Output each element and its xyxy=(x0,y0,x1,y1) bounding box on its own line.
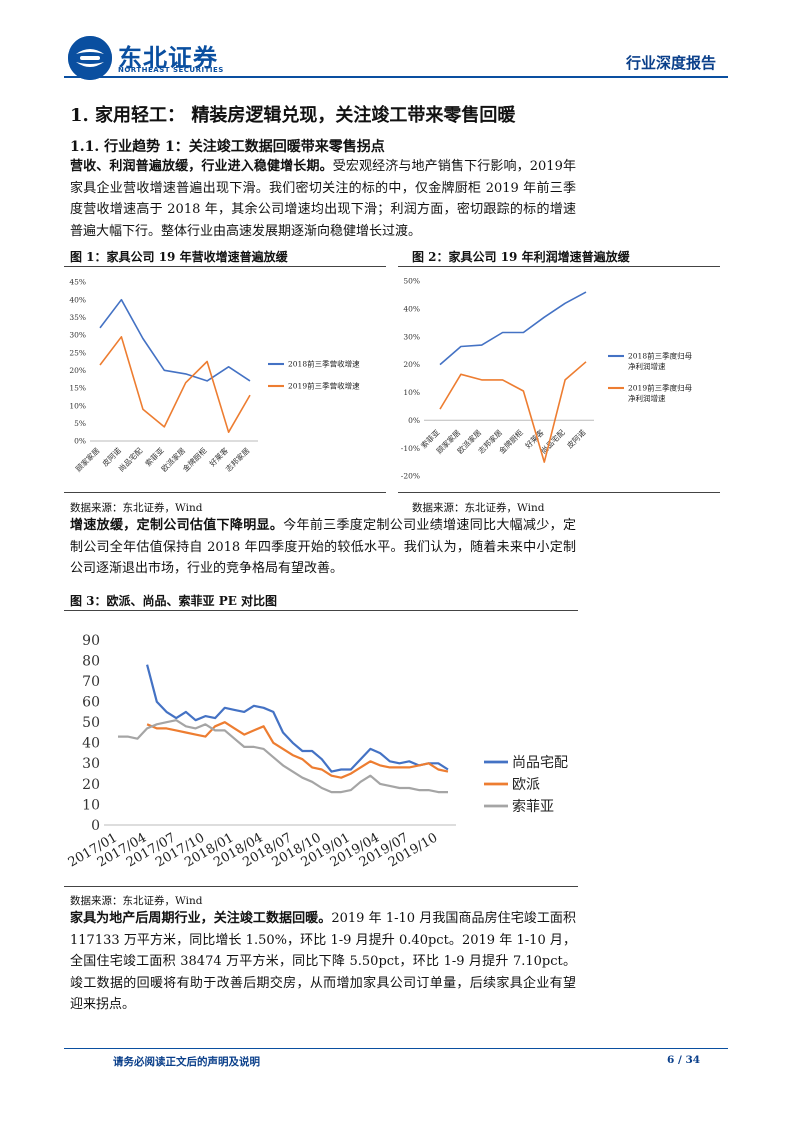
y-tick-label: 45% xyxy=(69,278,86,287)
legend-label: 索菲亚 xyxy=(512,798,554,815)
y-tick-label: 50% xyxy=(403,277,420,286)
figure1-bottom-rule xyxy=(64,492,386,493)
figure3-top-rule xyxy=(64,610,578,611)
subsection-title: 1.1. 行业趋势 1：关注竣工数据回暖带来零售拐点 xyxy=(70,139,385,155)
paragraph-completion: 家具为地产后周期行业，关注竣工数据回暖。2019 年 1-10 月我国商品房住宅… xyxy=(70,908,576,1016)
section-title: 1. 家用轻工： 精装房逻辑兑现，关注竣工带来零售回暖 xyxy=(70,105,516,126)
x-category-label: 皮阿诺 xyxy=(564,427,587,450)
y-tick-label: 30 xyxy=(82,756,100,772)
y-tick-label: 20% xyxy=(403,360,420,369)
x-category-label: 金牌厨柜 xyxy=(180,445,209,474)
series-line-2 xyxy=(99,336,251,433)
y-tick-label: 30% xyxy=(69,331,86,340)
x-category-label: 志邦家居 xyxy=(223,445,252,474)
series-line-1 xyxy=(439,291,587,366)
x-category-label: 顾家家居 xyxy=(73,445,102,474)
y-tick-label: 0% xyxy=(408,416,420,425)
legend-label: 欧派 xyxy=(512,777,540,793)
company-logo-icon xyxy=(68,36,112,80)
page-number: 6 / 34 xyxy=(667,1054,701,1066)
logo-chinese-name: 东北证券 xyxy=(118,44,218,72)
legend-label: 2019前三季度归母 xyxy=(628,383,693,393)
paragraph-body: 今年前三季度定制公司业绩增速同比大幅减少，定制公司全年估值保持自 2018 年四… xyxy=(70,518,576,576)
legend-label: 尚品宅配 xyxy=(512,755,568,771)
y-tick-label: 40% xyxy=(403,304,420,313)
figure2-bottom-rule xyxy=(398,492,720,493)
legend-label: 2018前三季度归母 xyxy=(628,351,693,361)
legend-label: 净利润增速 xyxy=(628,393,666,403)
header-divider xyxy=(64,76,728,78)
series-line-1 xyxy=(99,298,251,382)
series-line-2 xyxy=(439,361,587,463)
figure2-chart: -20% -10% 0% 10% 20% 30% 40% 50% 索菲亚 顾家家居 欧派家居 志邦家居… xyxy=(398,268,720,494)
y-tick-label: -20% xyxy=(401,472,420,481)
logo-english-name: NORTHEAST SECURITIES xyxy=(118,66,224,74)
figure1-source: 数据来源：东北证券，Wind xyxy=(70,502,203,514)
figure3-title: 图 3：欧派、尚品、索菲亚 PE 对比图 xyxy=(70,594,278,608)
y-tick-label: 35% xyxy=(69,313,86,322)
y-tick-label: 60 xyxy=(82,695,100,711)
figure1-top-rule xyxy=(64,266,386,267)
paragraph-body: 受宏观经济与地产销售下行影响，2019年家具企业营收增速普遍出现下滑。我们密切关… xyxy=(70,159,576,239)
series-line-1 xyxy=(146,664,449,773)
y-tick-label: 0 xyxy=(91,818,100,834)
figure3-bottom-rule xyxy=(64,886,578,887)
x-category-label: 尚品宅配 xyxy=(116,445,145,474)
y-tick-label: 10% xyxy=(69,401,86,410)
y-tick-label: 25% xyxy=(69,348,86,357)
figure1-chart: 0% 5% 10% 15% 20% 25% 30% 35% 40% 45% 顾家家居 皮阿诺 尚品宅配索… xyxy=(64,268,386,494)
y-tick-label: 70 xyxy=(82,674,100,690)
legend-label: 2019前三季营收增速 xyxy=(288,381,360,391)
y-tick-label: 40 xyxy=(82,736,100,752)
paragraph-lead: 增速放缓，定制公司估值下降明显。 xyxy=(70,518,284,533)
report-type-label: 行业深度报告 xyxy=(626,54,717,72)
figure3-source: 数据来源：东北证券，Wind xyxy=(70,895,203,907)
figure2-top-rule xyxy=(398,266,720,267)
figure1-title: 图 1：家具公司 19 年营收增速普遍放缓 xyxy=(70,250,288,264)
footer-divider xyxy=(64,1048,728,1049)
paragraph-lead: 家具为地产后周期行业，关注竣工数据回暖。 xyxy=(70,911,332,926)
y-tick-label: 90 xyxy=(82,633,100,649)
legend-label: 净利润增速 xyxy=(628,361,666,371)
legend-label: 2018前三季营收增速 xyxy=(288,359,360,369)
y-tick-label: 10% xyxy=(403,388,420,397)
paragraph-revenue-profit: 营收、利润普遍放缓，行业进入稳健增长期。受宏观经济与地产销售下行影响，2019年… xyxy=(70,156,576,242)
figure2-title: 图 2：家具公司 19 年利润增速普遍放缓 xyxy=(412,250,630,264)
series-line-2 xyxy=(146,721,449,779)
y-tick-label: 30% xyxy=(403,332,420,341)
y-tick-label: 80 xyxy=(82,653,100,669)
y-tick-label: 5% xyxy=(74,419,86,428)
paragraph-valuation: 增速放缓，定制公司估值下降明显。今年前三季度定制公司业绩增速同比大幅减少，定制公… xyxy=(70,515,576,580)
y-tick-label: 0% xyxy=(74,437,86,446)
y-tick-label: -10% xyxy=(401,444,420,453)
y-tick-label: 15% xyxy=(69,384,86,393)
y-tick-label: 20 xyxy=(82,777,100,793)
figure2-source: 数据来源：东北证券，Wind xyxy=(412,502,545,514)
paragraph-body: 2019 年 1-10 月我国商品房住宅竣工面积 117133 万平方米，同比增… xyxy=(70,911,576,1012)
y-tick-label: 50 xyxy=(82,715,100,731)
y-tick-label: 10 xyxy=(82,797,100,813)
y-tick-label: 20% xyxy=(69,366,86,375)
figure3-chart: 0 10 20 30 40 50 60 70 80 90 2017/01 2017/04 2017/07… xyxy=(64,614,578,888)
paragraph-lead: 营收、利润普遍放缓，行业进入稳健增长期。 xyxy=(70,159,333,174)
footer-disclaimer: 请务必阅读正文后的声明及说明 xyxy=(113,1056,260,1068)
y-tick-label: 40% xyxy=(69,295,86,304)
series-line-3 xyxy=(118,719,448,794)
